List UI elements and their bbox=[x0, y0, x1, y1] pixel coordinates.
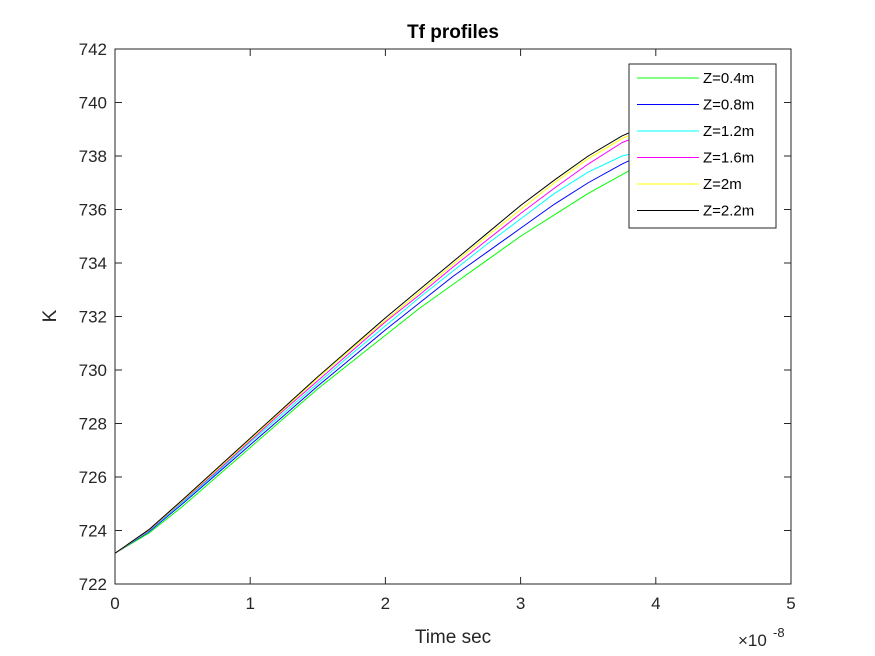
y-tick-label: 732 bbox=[79, 308, 107, 327]
series-line-3 bbox=[114, 147, 656, 554]
y-tick-label: 740 bbox=[79, 94, 107, 113]
chart-title: Tf profiles bbox=[407, 22, 499, 43]
legend-box bbox=[628, 63, 777, 229]
legend-label-5: Z=2m bbox=[703, 176, 742, 193]
x-tick-label: 2 bbox=[381, 594, 390, 613]
y-tick-label: 738 bbox=[79, 147, 107, 166]
y-axis-title: K bbox=[40, 309, 61, 322]
y-tick-label: 736 bbox=[79, 201, 107, 220]
x-tick-label: 1 bbox=[245, 594, 254, 613]
y-tick-label: 722 bbox=[79, 575, 107, 594]
series-line-4 bbox=[114, 128, 656, 554]
legend-label-2: Z=0.8m bbox=[703, 97, 754, 114]
series-line-2 bbox=[114, 147, 657, 554]
x-tick-label: 0 bbox=[110, 594, 119, 613]
y-tick-label: 726 bbox=[79, 468, 107, 487]
series-line-6 bbox=[114, 120, 656, 554]
ticks-layer: 0 1 2 3 4 5 722 724 726 728 730 732 734 736 738 740 742 bbox=[79, 40, 796, 613]
series-line-5 bbox=[114, 123, 656, 554]
y-tick-label: 730 bbox=[79, 361, 107, 380]
x-exponent-label: ×10 bbox=[738, 631, 767, 650]
x-tick-label: 3 bbox=[516, 594, 525, 613]
x-axis-title: Time sec bbox=[415, 627, 491, 648]
y-tick-label: 742 bbox=[79, 40, 107, 59]
series-line-1 bbox=[114, 155, 657, 554]
series-layer bbox=[114, 120, 657, 554]
legend-label-6: Z=2.2m bbox=[703, 203, 754, 220]
x-exponent-power: -8 bbox=[773, 625, 785, 640]
legend-label-4: Z=1.6m bbox=[703, 150, 754, 167]
legend-label-3: Z=1.2m bbox=[703, 123, 754, 140]
x-tick-label: 4 bbox=[651, 594, 660, 613]
y-tick-label: 734 bbox=[79, 254, 107, 273]
legend-label-1: Z=0.4m bbox=[703, 70, 754, 87]
x-tick-label: 5 bbox=[786, 594, 795, 613]
y-tick-label: 724 bbox=[79, 522, 107, 541]
legend: Z=0.4m Z=0.8m Z=1.2m Z=1.6m Z=2m Z=2.2m bbox=[628, 63, 777, 229]
y-tick-label: 728 bbox=[79, 415, 107, 434]
